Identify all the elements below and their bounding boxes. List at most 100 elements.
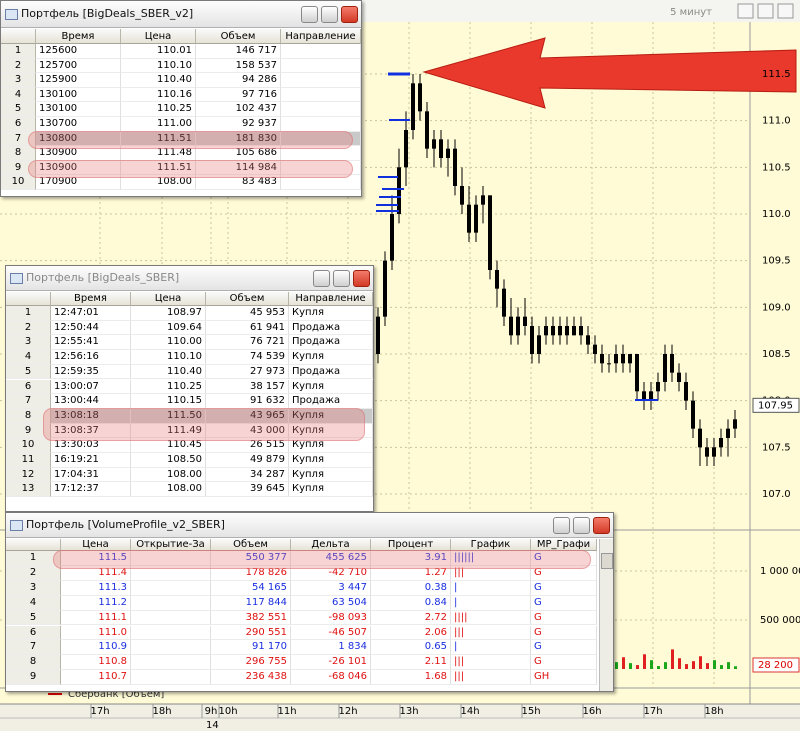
maximize-button[interactable] <box>321 6 338 23</box>
table-cell[interactable]: 125700 <box>36 58 121 74</box>
table-cell[interactable]: 17:04:31 <box>51 467 131 483</box>
table-cell[interactable]: 13:00:44 <box>51 394 131 409</box>
table-cell[interactable]: 16:19:21 <box>51 453 131 468</box>
table-cell[interactable]: 382 551 <box>211 610 291 626</box>
table-cell[interactable]: 105 686 <box>196 146 281 161</box>
table-cell[interactable]: G <box>531 580 597 596</box>
table-cell[interactable]: 13:08:18 <box>51 408 131 424</box>
table-cell[interactable]: 108.00 <box>131 467 206 483</box>
table-cell[interactable]: 61 941 <box>206 320 289 336</box>
table-cell[interactable]: 111.49 <box>131 423 206 439</box>
table-cell[interactable]: 111.51 <box>121 160 196 176</box>
table-cell[interactable]: GH <box>531 670 597 686</box>
table-cell[interactable]: |||||| <box>451 551 531 566</box>
table-cell[interactable]: G <box>531 625 597 641</box>
table-cell[interactable]: Купля <box>289 306 373 321</box>
table-cell[interactable] <box>281 58 361 74</box>
table-cell[interactable]: 114 984 <box>196 160 281 176</box>
table-cell[interactable]: 12:56:16 <box>51 350 131 365</box>
row-number[interactable]: 9 <box>1 160 36 176</box>
close-button[interactable] <box>593 517 610 534</box>
table-cell[interactable]: 39 645 <box>206 482 289 498</box>
table-cell[interactable]: 13:00:07 <box>51 379 131 395</box>
table-cell[interactable]: 102 437 <box>196 102 281 117</box>
row-number[interactable]: 4 <box>6 350 51 365</box>
table-cell[interactable]: 130100 <box>36 87 121 103</box>
table-cell[interactable]: 91 632 <box>206 394 289 409</box>
row-number[interactable]: 1 <box>6 306 51 321</box>
table-cell[interactable]: Купля <box>289 438 373 453</box>
table-cell[interactable]: -46 507 <box>291 625 371 641</box>
table-cell[interactable]: 130700 <box>36 117 121 132</box>
table-cell[interactable]: Купля <box>289 350 373 365</box>
table-cell[interactable]: 83 483 <box>196 175 281 190</box>
table-cell[interactable]: G <box>531 595 597 611</box>
table-cell[interactable]: 97 716 <box>196 87 281 103</box>
table-cell[interactable]: 108.50 <box>131 453 206 468</box>
table-cell[interactable] <box>131 551 211 566</box>
table-cell[interactable]: 111.4 <box>61 565 131 581</box>
table-cell[interactable]: 181 830 <box>196 131 281 147</box>
table-cell[interactable]: 236 438 <box>211 670 291 686</box>
row-number[interactable]: 2 <box>6 565 61 581</box>
table-cell[interactable]: 111.51 <box>121 131 196 147</box>
minimize-button[interactable] <box>553 517 570 534</box>
row-number[interactable]: 1 <box>6 551 61 566</box>
table-cell[interactable]: 27 973 <box>206 364 289 380</box>
maximize-button[interactable] <box>333 270 350 287</box>
table-cell[interactable]: 76 721 <box>206 335 289 351</box>
table-cell[interactable]: -42 710 <box>291 565 371 581</box>
table-cell[interactable]: ||| <box>451 625 531 641</box>
table-cell[interactable]: 110.9 <box>61 640 131 656</box>
table-cell[interactable]: G <box>531 655 597 671</box>
table-cell[interactable]: 111.48 <box>121 146 196 161</box>
row-number[interactable]: 4 <box>1 87 36 103</box>
table-cell[interactable]: 111.00 <box>121 117 196 132</box>
table-cell[interactable]: 110.10 <box>131 350 206 365</box>
table-cell[interactable]: 92 937 <box>196 117 281 132</box>
row-number[interactable]: 6 <box>6 379 51 395</box>
row-number[interactable]: 3 <box>6 580 61 596</box>
table-cell[interactable] <box>281 102 361 117</box>
table-cell[interactable]: 110.40 <box>131 364 206 380</box>
table-cell[interactable]: G <box>531 551 597 566</box>
row-number[interactable]: 9 <box>6 670 61 686</box>
table-cell[interactable] <box>131 655 211 671</box>
row-number[interactable]: 2 <box>1 58 36 74</box>
close-button[interactable] <box>777 3 794 19</box>
table-cell[interactable]: 3.91 <box>371 551 451 566</box>
table-cell[interactable]: 455 625 <box>291 551 371 566</box>
row-number[interactable]: 10 <box>6 438 51 453</box>
row-number[interactable]: 8 <box>1 146 36 161</box>
table-cell[interactable]: Купля <box>289 408 373 424</box>
table-cell[interactable]: 130800 <box>36 131 121 147</box>
row-number[interactable]: 5 <box>1 102 36 117</box>
table-cell[interactable]: G <box>531 640 597 656</box>
row-number[interactable]: 1 <box>1 44 36 59</box>
table-cell[interactable]: 34 287 <box>206 467 289 483</box>
table-cell[interactable]: 13:30:03 <box>51 438 131 453</box>
table-cell[interactable]: 2.72 <box>371 610 451 626</box>
table-cell[interactable]: 111.50 <box>131 408 206 424</box>
table-cell[interactable]: 296 755 <box>211 655 291 671</box>
row-number[interactable]: 3 <box>6 335 51 351</box>
table-cell[interactable] <box>281 117 361 132</box>
table-cell[interactable]: ||| <box>451 655 531 671</box>
minimize-button[interactable] <box>313 270 330 287</box>
table-cell[interactable]: 111.0 <box>61 625 131 641</box>
table-cell[interactable]: 146 717 <box>196 44 281 59</box>
table-cell[interactable] <box>131 670 211 686</box>
table-cell[interactable] <box>281 87 361 103</box>
table-cell[interactable] <box>131 625 211 641</box>
table-cell[interactable]: -26 101 <box>291 655 371 671</box>
table-cell[interactable]: -68 046 <box>291 670 371 686</box>
row-number[interactable]: 7 <box>6 640 61 656</box>
table-cell[interactable]: Купля <box>289 379 373 395</box>
table-cell[interactable]: 109.64 <box>131 320 206 336</box>
table-cell[interactable]: Купля <box>289 423 373 439</box>
scroll-thumb[interactable] <box>601 553 613 569</box>
table-cell[interactable]: 12:59:35 <box>51 364 131 380</box>
row-number[interactable]: 9 <box>6 423 51 439</box>
table-cell[interactable]: 108.00 <box>121 175 196 190</box>
table-cell[interactable]: 38 157 <box>206 379 289 395</box>
